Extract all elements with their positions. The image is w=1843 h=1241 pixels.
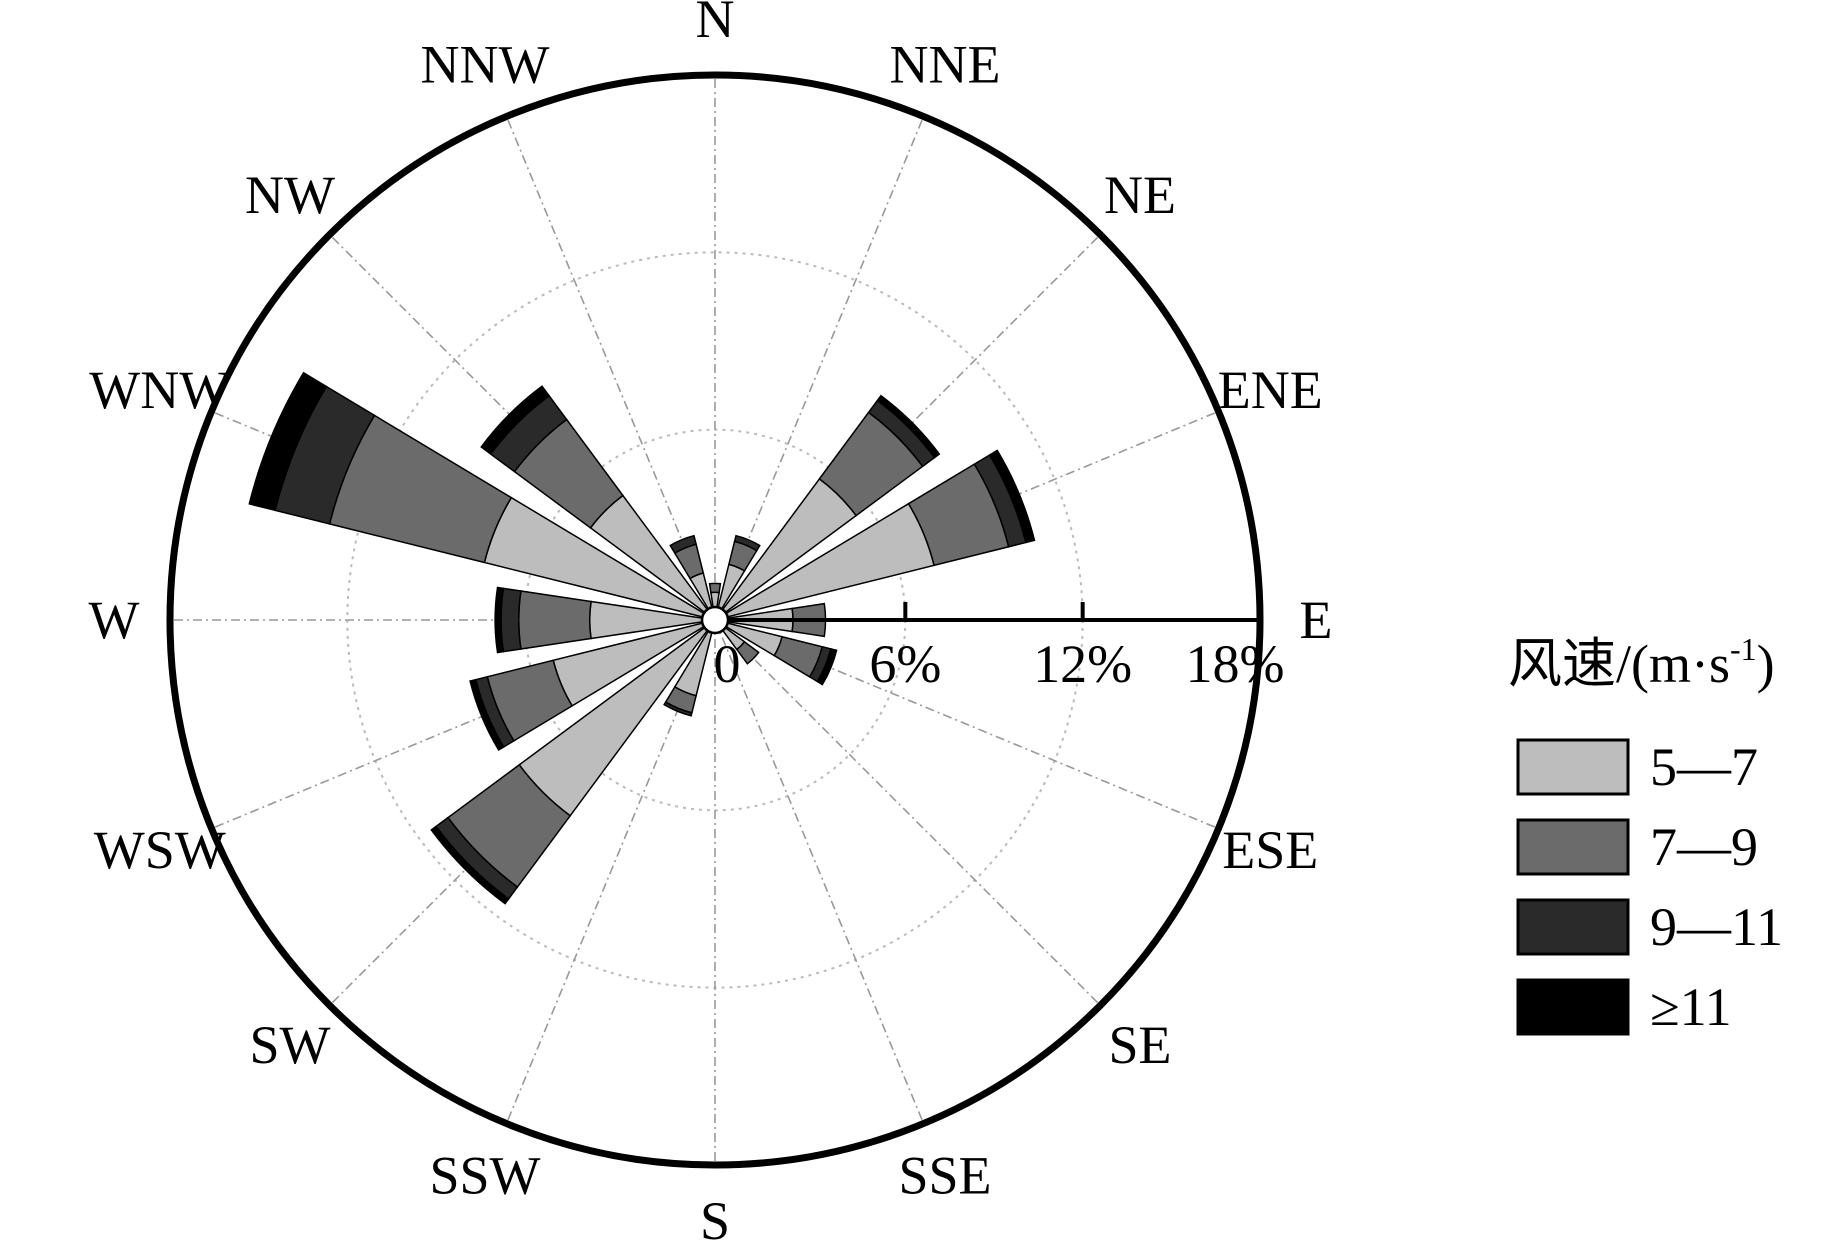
petal-wnw-s4 bbox=[248, 371, 328, 512]
direction-label-s: S bbox=[700, 1191, 730, 1241]
direction-label-ne: NE bbox=[1104, 165, 1176, 225]
petal-sw-s4 bbox=[430, 825, 510, 905]
petal-wsw-s4 bbox=[469, 678, 505, 752]
legend-title: 风速/(m·s-1) bbox=[1508, 631, 1775, 694]
petal-w-s3 bbox=[500, 587, 522, 653]
petal-ssw-s3 bbox=[663, 701, 693, 717]
petal-nnw-s3 bbox=[669, 534, 698, 555]
direction-label-nne: NNE bbox=[890, 35, 1001, 95]
petal-n-s1 bbox=[710, 591, 720, 608]
direction-label-n: N bbox=[696, 0, 735, 49]
radial-tick-label: 6% bbox=[869, 634, 941, 694]
petal-ese-s4 bbox=[816, 647, 838, 686]
direction-label-se: SE bbox=[1108, 1015, 1171, 1075]
petal-w-s4 bbox=[494, 586, 505, 654]
direction-label-sse: SSE bbox=[898, 1145, 991, 1205]
radial-tick-label: 18% bbox=[1186, 634, 1285, 694]
petal-layer bbox=[166, 71, 1264, 1169]
petal-n-s2 bbox=[708, 582, 722, 594]
direction-label-ese: ESE bbox=[1222, 820, 1318, 880]
legend-label: 5—7 bbox=[1650, 737, 1758, 797]
direction-label-e: E bbox=[1300, 590, 1333, 650]
radial-axis: 0 6% 12% 18% bbox=[714, 602, 1285, 694]
legend-label: 9—11 bbox=[1650, 897, 1783, 957]
direction-label-w: W bbox=[89, 590, 140, 650]
legend-swatch bbox=[1516, 818, 1630, 876]
petal-nw-s4 bbox=[480, 385, 551, 456]
legend: 风速/(m·s-1) 5—7 7—9 9—11 ≥11 bbox=[1508, 631, 1783, 1037]
spoke-sse bbox=[714, 619, 925, 1124]
legend-swatch bbox=[1516, 978, 1630, 1036]
legend-swatch bbox=[1516, 738, 1630, 796]
petal-se-s2 bbox=[735, 640, 760, 665]
radial-tick-label: 12% bbox=[1033, 634, 1132, 694]
direction-label-ssw: SSW bbox=[429, 1145, 540, 1205]
petal-nne-s3 bbox=[733, 534, 761, 552]
spoke-nne bbox=[714, 116, 925, 621]
direction-label-wsw: WSW bbox=[94, 820, 226, 880]
direction-label-wnw: WNW bbox=[89, 360, 230, 420]
radial-tick-label: 0 bbox=[714, 634, 741, 694]
petal-ne-s4 bbox=[876, 394, 941, 459]
direction-labels: N NNE NE ENE E ESE SE SSE S SSW SW WSW W WNW NW NNW bbox=[89, 0, 1333, 1241]
legend-label: 7—9 bbox=[1650, 817, 1758, 877]
legend-label: ≥11 bbox=[1650, 977, 1732, 1037]
direction-label-ene: ENE bbox=[1218, 360, 1323, 420]
petal-w-s2 bbox=[518, 590, 592, 650]
spoke-se bbox=[714, 619, 1101, 1006]
legend-swatch bbox=[1516, 898, 1630, 956]
center-hub bbox=[700, 605, 730, 635]
spoke-nnw bbox=[505, 116, 716, 621]
direction-label-nnw: NNW bbox=[421, 35, 550, 95]
petal-ene-s4 bbox=[988, 449, 1036, 544]
direction-label-sw: SW bbox=[250, 1015, 331, 1075]
direction-label-nw: NW bbox=[245, 165, 335, 225]
